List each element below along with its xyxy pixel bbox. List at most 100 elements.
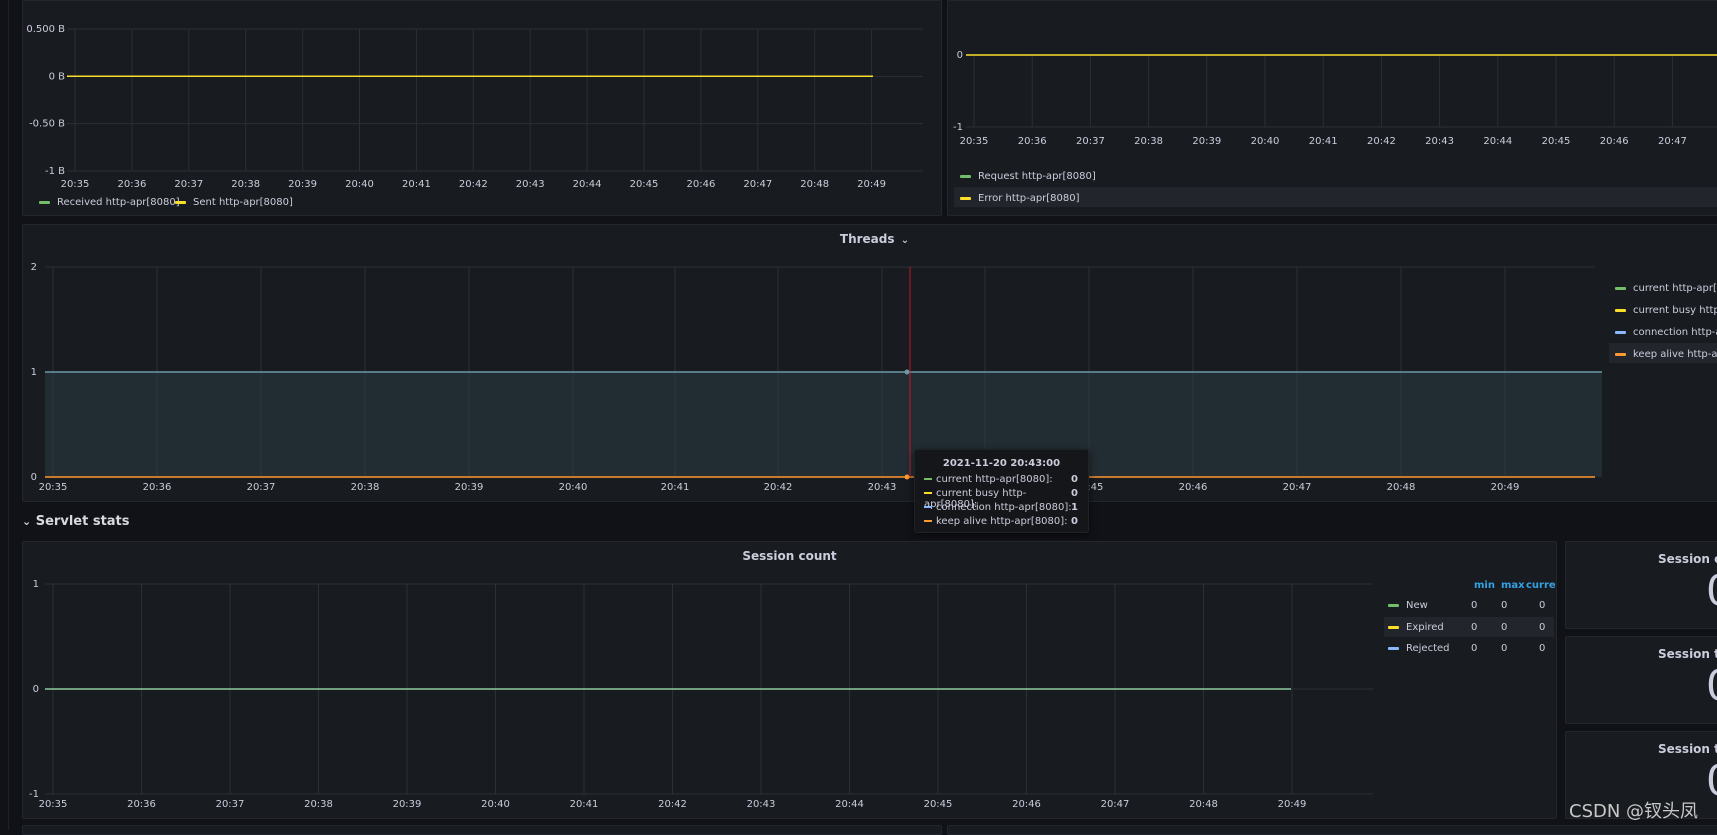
hover-point	[904, 474, 910, 480]
chevron-down-icon: ⌄	[22, 515, 32, 528]
series-area-connection	[45, 372, 1602, 477]
x-tick-label: 20:39	[455, 482, 484, 493]
legend-item[interactable]: current busy http-a	[1615, 305, 1717, 316]
chevron-down-icon[interactable]: ⌄	[900, 235, 910, 246]
legend-min-value: 0	[1471, 622, 1478, 633]
x-tick-label: 20:48	[1189, 799, 1218, 810]
legend-column-header[interactable]: min	[1474, 580, 1495, 591]
graph-legend: Request http-apr[8080] Error http-apr[80…	[954, 171, 1717, 211]
legend-label: Expired	[1406, 622, 1444, 633]
next-panel-stub	[22, 825, 942, 835]
x-tick-label: 20:40	[481, 799, 510, 810]
row-header-servlet-stats[interactable]: ⌄ Servlet stats	[22, 514, 130, 529]
stat-value: 0	[1706, 566, 1717, 615]
legend-label: New	[1406, 600, 1428, 611]
tooltip-value: 0	[1071, 516, 1078, 527]
graph-legend: New Expired Rejected 0 0 0 0 0 0 0 0 0	[1384, 600, 1554, 670]
x-tick-label: 20:42	[1367, 136, 1396, 147]
legend-color-swatch	[175, 200, 186, 204]
legend-item[interactable]: Request http-apr[8080]	[960, 171, 1096, 182]
x-tick-label: 20:43	[1425, 136, 1454, 147]
x-tick-label: 20:45	[630, 179, 659, 190]
y-tick-label: -1 B	[45, 166, 65, 177]
x-tick-label: 20:38	[304, 799, 333, 810]
stat-value: 0	[1706, 661, 1717, 710]
legend-max-value: 0	[1501, 643, 1508, 654]
legend-item[interactable]: Received http-apr[8080]	[39, 197, 180, 208]
legend-label: Received http-apr[8080]	[57, 197, 180, 208]
legend-min-value: 0	[1471, 600, 1478, 611]
legend-label: current http-apr[80	[1633, 283, 1717, 294]
x-tick-label: 20:39	[393, 799, 422, 810]
y-tick-label: 1	[33, 579, 39, 590]
x-tick-label: 20:38	[231, 179, 260, 190]
tooltip-label: keep alive http-apr[8080]:	[936, 516, 1068, 527]
graph-legend: current http-apr[80 current busy http-a …	[1609, 283, 1717, 373]
legend-label: Rejected	[1406, 643, 1450, 654]
legend-item[interactable]: connection http-ap	[1615, 327, 1717, 338]
x-tick-label: 20:41	[570, 799, 599, 810]
x-tick-label: 20:46	[686, 179, 715, 190]
legend-column-header[interactable]: current	[1526, 580, 1556, 591]
x-tick-label: 20:49	[1491, 482, 1520, 493]
session-count-graph[interactable]: 1 0 -120:35 20:36 20:37 20:38 20:39 20:40 20:41 2…	[23, 542, 1375, 819]
tooltip-value: 0	[1071, 474, 1078, 485]
x-tick-label: 20:47	[743, 179, 772, 190]
x-tick-label: 20:44	[835, 799, 864, 810]
legend-color-swatch	[39, 200, 50, 204]
x-tick-label: 20:41	[402, 179, 431, 190]
tooltip-row: connection http-apr[8080]: 1	[924, 502, 1078, 516]
y-tick-label: 1	[31, 367, 37, 378]
legend-label: Sent http-apr[8080]	[193, 197, 293, 208]
legend-item[interactable]: Error http-apr[8080]	[960, 193, 1080, 204]
network-traffic-panel: 0.500 B 0 B -0.50 B -1 B 20:35 20:36 20:37 20:3…	[22, 0, 942, 216]
legend-color-swatch	[1615, 330, 1626, 334]
x-tick-label: 20:43	[516, 179, 545, 190]
legend-row-highlight	[1384, 617, 1554, 637]
legend-item[interactable]: current http-apr[80	[1615, 283, 1717, 294]
legend-max-value: 0	[1501, 622, 1508, 633]
x-tick-label: 20:39	[288, 179, 317, 190]
tooltip-label: connection http-apr[8080]:	[936, 502, 1072, 513]
legend-color-swatch	[1615, 286, 1626, 290]
legend-label: connection http-ap	[1633, 327, 1717, 338]
legend-current-value: 0	[1539, 600, 1546, 611]
requests-panel: 0 -1 20:35 20:36 20:37 20:38 20:39 20:40 20:41 20…	[947, 0, 1717, 216]
x-tick-label: 20:45	[1075, 482, 1104, 493]
y-tick-label: -1	[953, 122, 963, 133]
legend-item[interactable]: Expired	[1388, 622, 1444, 633]
x-tick-label: 20:37	[174, 179, 203, 190]
tooltip-row: current http-apr[8080]: 0	[924, 474, 1078, 488]
stat-panel-session-current: Session cu 0	[1565, 541, 1717, 629]
y-tick-label: -0.50 B	[29, 119, 65, 130]
legend-item[interactable]: Sent http-apr[8080]	[175, 197, 293, 208]
legend-item[interactable]: keep alive http-apr	[1615, 349, 1717, 360]
legend-max-value: 0	[1501, 600, 1508, 611]
stat-title[interactable]: Session cu	[1658, 552, 1717, 566]
x-tick-label: 20:49	[1278, 799, 1307, 810]
x-tick-label: 20:35	[960, 136, 989, 147]
legend-item[interactable]: Rejected	[1388, 643, 1450, 654]
x-tick-label: 20:38	[1134, 136, 1163, 147]
legend-label: Error http-apr[8080]	[978, 193, 1080, 204]
stat-title[interactable]: Session to	[1658, 647, 1717, 661]
tooltip-time: 2021-11-20 20:43:00	[942, 458, 1061, 469]
hover-point	[904, 369, 910, 375]
panel-header[interactable]: Threads ⌄	[23, 232, 1717, 246]
stat-title[interactable]: Session to	[1658, 742, 1717, 756]
x-tick-label: 20:35	[61, 179, 90, 190]
tooltip-swatch	[924, 478, 932, 480]
panel-title[interactable]: Session count	[742, 549, 837, 563]
x-tick-label: 20:37	[1076, 136, 1105, 147]
x-tick-label: 20:42	[459, 179, 488, 190]
legend-item[interactable]: New	[1388, 600, 1428, 611]
x-tick-label: 20:37	[247, 482, 276, 493]
x-tick-label: 20:47	[1658, 136, 1687, 147]
legend-label: Request http-apr[8080]	[978, 171, 1096, 182]
legend-column-header[interactable]: max	[1501, 580, 1525, 591]
legend-row-highlight	[1609, 343, 1717, 363]
legend-min-value: 0	[1471, 643, 1478, 654]
y-tick-label: -1	[29, 789, 39, 800]
legend-current-value: 0	[1539, 643, 1546, 654]
